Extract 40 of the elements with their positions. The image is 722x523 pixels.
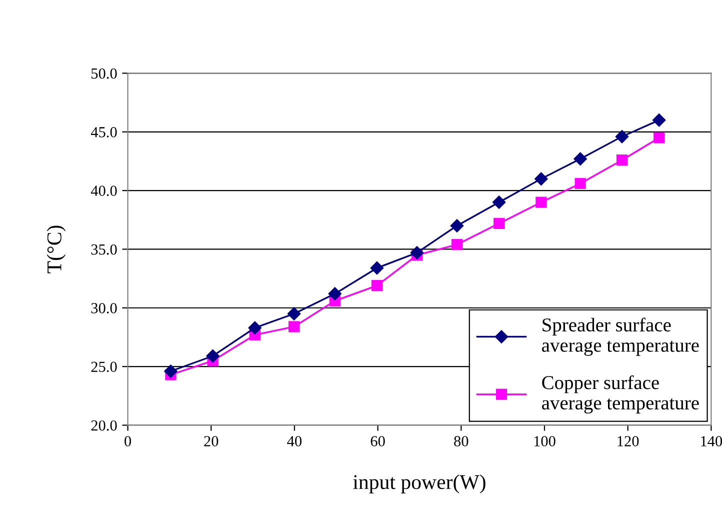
point — [371, 280, 383, 292]
point — [450, 219, 464, 232]
x-tick-label: 0 — [124, 436, 132, 446]
x-tick-label: 20 — [204, 436, 218, 446]
point — [164, 364, 178, 378]
point — [287, 307, 301, 320]
legend-label: Copper surface average temperature — [542, 375, 699, 414]
point — [248, 321, 262, 334]
point — [410, 246, 424, 260]
y-tick-label: 50.0 — [92, 68, 117, 79]
x-tick-label: 120 — [618, 436, 639, 446]
y-tick-label: 25.0 — [91, 362, 117, 372]
y-axis-title: T(°C) — [46, 226, 66, 274]
point — [534, 172, 548, 186]
point — [574, 152, 587, 166]
point — [616, 154, 628, 166]
y-tick-label: 30.0 — [91, 303, 117, 314]
point — [492, 196, 506, 209]
y-tick-label: 35.0 — [91, 244, 117, 255]
point — [652, 114, 666, 127]
point — [494, 218, 505, 229]
x-tick-label: 100 — [534, 436, 556, 446]
y-tick-label: 40.0 — [90, 186, 117, 196]
y-tick-label: 45.0 — [90, 127, 117, 138]
x-tick-label: 140 — [701, 436, 722, 446]
y-tick-label: 20.0 — [91, 420, 117, 431]
legend-label: Spreader surface average temperature — [542, 318, 699, 356]
point — [654, 132, 665, 144]
point — [574, 178, 586, 190]
point — [328, 287, 342, 300]
x-tick-label: 60 — [370, 436, 385, 446]
x-tick-label: 40 — [287, 436, 302, 446]
x-tick-label: 80 — [454, 436, 468, 446]
point — [451, 238, 463, 250]
point — [206, 349, 220, 363]
x-axis-title: input power(W) — [353, 474, 486, 494]
point — [288, 321, 300, 332]
point — [536, 196, 547, 208]
point — [370, 261, 384, 275]
point — [615, 130, 629, 144]
